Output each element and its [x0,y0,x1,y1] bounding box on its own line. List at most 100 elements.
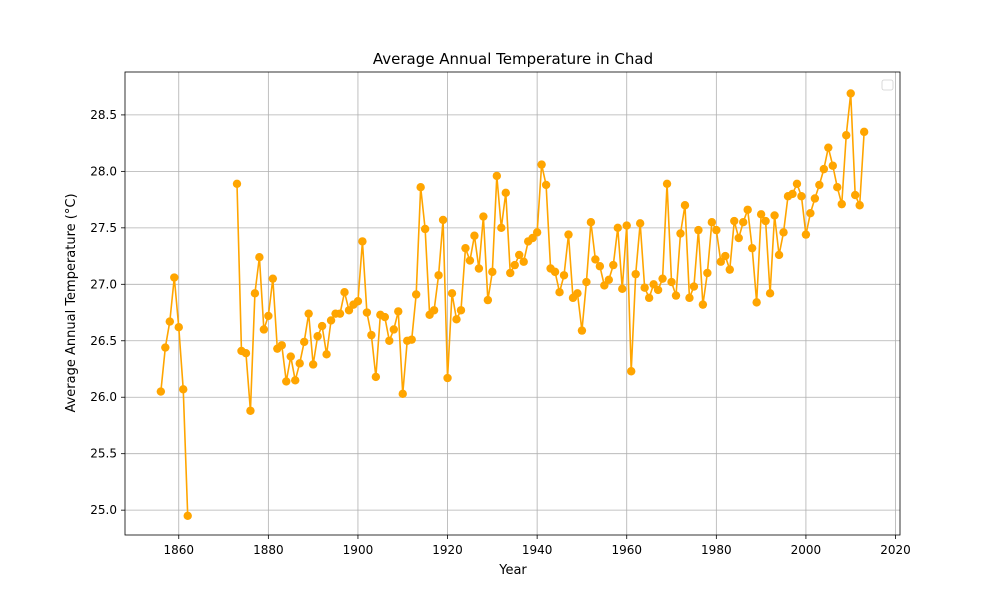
data-point [483,295,493,305]
x-tick-label: 1980 [701,543,732,557]
data-point [416,182,425,192]
data-point [344,306,354,315]
data-point [627,367,636,376]
data-point [591,255,600,264]
data-point [859,127,869,137]
series-temperature [156,89,869,520]
data-point [232,179,242,188]
data-point [510,260,519,270]
data-point [161,343,170,352]
data-point [739,217,748,227]
data-point [291,376,300,385]
data-point [797,192,806,201]
data-point [662,179,672,188]
data-point [685,293,694,303]
x-tick-label: 1880 [253,543,284,557]
data-point [667,277,676,287]
x-tick-label: 1900 [343,543,374,557]
data-point [756,210,766,219]
data-point [326,316,336,325]
data-point [779,228,788,237]
data-point [774,250,784,260]
data-point [474,264,484,273]
data-point [806,208,815,218]
data-point [443,373,452,383]
y-tick-label: 28.0 [90,164,117,178]
data-point [770,211,779,220]
data-point [398,389,407,399]
data-point [555,288,564,297]
data-point [465,256,475,265]
x-tick-label: 2000 [791,543,822,557]
data-point [851,190,860,200]
chart-title: Average Annual Temperature in Chad [373,50,653,68]
data-point [420,224,430,234]
data-point [582,277,591,287]
y-axis: 25.0 25.5 26.0 26.5 27.0 27.5 28.0 28.5 [90,108,125,517]
data-point [550,267,560,277]
data-point [371,372,381,382]
data-point [837,199,846,209]
data-point [730,216,739,226]
data-point [586,217,596,227]
data-point [842,131,851,140]
data-point [698,300,708,309]
data-point [716,257,726,266]
data-point [640,283,649,292]
grid [125,72,900,535]
data-point [299,337,309,347]
data-point [801,230,811,239]
data-point [658,274,667,283]
data-point [479,212,488,221]
data-point [353,297,363,306]
data-point [429,306,439,315]
data-point [259,325,269,334]
plot-frame [124,71,901,536]
data-point [747,243,757,253]
data-point [609,260,618,270]
data-point [282,377,291,386]
y-tick-label: 25.0 [90,503,117,517]
data-point [308,360,318,369]
data-point [277,341,286,350]
data-point [394,307,403,316]
y-tick-label: 27.5 [90,221,117,235]
data-point [313,332,322,341]
data-point [156,387,166,396]
data-point [752,298,761,307]
data-point [559,271,569,280]
data-point [268,274,278,283]
y-axis-label: Average Annual Temperature (°C) [64,193,79,412]
data-point [689,282,699,291]
data-point [833,182,842,192]
data-point [170,273,179,282]
data-point [541,180,551,190]
data-point [680,201,690,210]
x-tick-label: 1960 [611,543,642,557]
x-tick-label: 1860 [163,543,194,557]
data-point [515,250,524,260]
data-point [501,188,510,198]
data-point [721,251,730,261]
data-point [846,89,855,98]
data-point [532,228,542,237]
x-tick-label: 1920 [432,543,463,557]
data-point [631,269,640,279]
data-point [622,221,631,230]
data-point [528,233,537,243]
y-tick-label: 25.5 [90,447,117,461]
data-point [855,201,864,210]
data-point [506,268,515,278]
data-point [761,216,770,226]
data-point [461,243,470,253]
data-point [304,309,313,318]
data-point [734,233,743,243]
data-point [618,284,627,294]
series-line [236,92,865,412]
data-point [470,231,479,240]
data-point [322,350,331,359]
data-point [385,336,394,345]
data-point [819,164,829,174]
data-point [649,280,658,289]
data-point [246,406,255,415]
